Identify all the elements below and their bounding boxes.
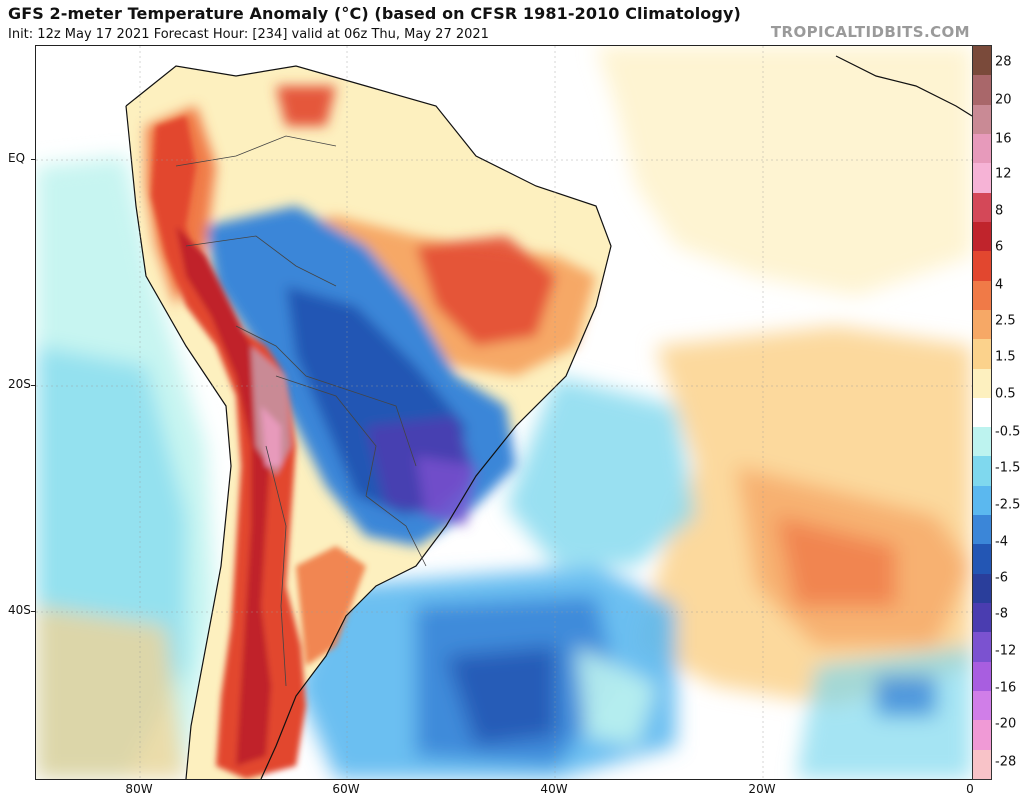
colorbar-segment: [973, 46, 991, 77]
map-title: GFS 2-meter Temperature Anomaly (°C) (ba…: [8, 4, 741, 23]
lon-label-40w: 40W: [540, 782, 568, 796]
colorbar-label: 20: [995, 92, 1012, 108]
colorbar-segment: [973, 75, 991, 106]
colorbar-segment: [973, 339, 991, 370]
land-anomaly-field: [146, 86, 596, 546]
lat-label-eq: EQ: [8, 151, 26, 165]
map-subtitle: Init: 12z May 17 2021 Forecast Hour: [23…: [8, 27, 489, 42]
colorbar-label: 16: [995, 131, 1012, 147]
colorbar-segment: [973, 603, 991, 634]
colorbar-label: -20: [995, 716, 1017, 732]
colorbar-segment: [973, 485, 991, 517]
colorbar-segment: [973, 397, 991, 429]
colorbar-label: -28: [995, 754, 1017, 770]
colorbar-segment: [973, 368, 991, 399]
colorbar-segment: [973, 720, 991, 751]
map-panel: [35, 45, 973, 780]
source-watermark: TROPICALTIDBITS.COM: [770, 23, 970, 41]
country-borders: [175, 135, 427, 687]
colorbar-label: -4: [995, 534, 1008, 550]
colorbar-label: 6: [995, 239, 1004, 255]
lon-label-80w: 80W: [125, 782, 153, 796]
colorbar-label: 4: [995, 277, 1004, 293]
colorbar-segment: [973, 163, 991, 194]
colorbar-segment: [973, 280, 991, 311]
colorbar-segment: [973, 427, 991, 458]
colorbar-segment: [973, 661, 991, 693]
colorbar-segment: [973, 515, 991, 546]
lon-label-20w: 20W: [748, 782, 776, 796]
lat-tick: [31, 159, 35, 160]
colorbar-label: -1.5: [995, 460, 1021, 476]
colorbar-segment: [973, 749, 991, 779]
colorbar-label: -8: [995, 606, 1008, 622]
colorbar-segment: [973, 691, 991, 722]
colorbar-segment: [973, 632, 991, 663]
colorbar-label: -6: [995, 570, 1008, 586]
anomaly-colorbar: [972, 45, 992, 780]
coastlines: [125, 55, 972, 779]
colorbar-label: -12: [995, 643, 1017, 659]
colorbar-segment: [973, 221, 991, 253]
colorbar-segment: [973, 251, 991, 282]
lat-label-40s: 40S: [8, 603, 31, 617]
anomaly-map: [36, 46, 972, 779]
colorbar-label: -16: [995, 680, 1017, 696]
graticule: [36, 46, 972, 779]
colorbar-segment: [973, 133, 991, 165]
colorbar-segment: [973, 573, 991, 605]
colorbar-segment: [973, 104, 991, 135]
colorbar-segment: [973, 456, 991, 487]
colorbar-label: 0.5: [995, 386, 1016, 402]
lon-label-0: 0: [966, 782, 974, 796]
colorbar-segment: [973, 192, 991, 223]
colorbar-label: -2.5: [995, 497, 1021, 513]
colorbar-label: 12: [995, 166, 1012, 182]
lon-label-60w: 60W: [332, 782, 360, 796]
colorbar-label: 8: [995, 203, 1004, 219]
lat-label-20s: 20S: [8, 377, 31, 391]
lat-tick: [31, 385, 35, 386]
ocean-anomaly-field: [36, 46, 972, 779]
colorbar-segment: [973, 309, 991, 341]
lat-tick: [31, 611, 35, 612]
colorbar-label: 1.5: [995, 349, 1016, 365]
colorbar-segment: [973, 544, 991, 575]
colorbar-label: -0.5: [995, 424, 1021, 440]
colorbar-label: 28: [995, 54, 1012, 70]
colorbar-label: 2.5: [995, 313, 1016, 329]
andes-warm-band: [151, 116, 366, 779]
